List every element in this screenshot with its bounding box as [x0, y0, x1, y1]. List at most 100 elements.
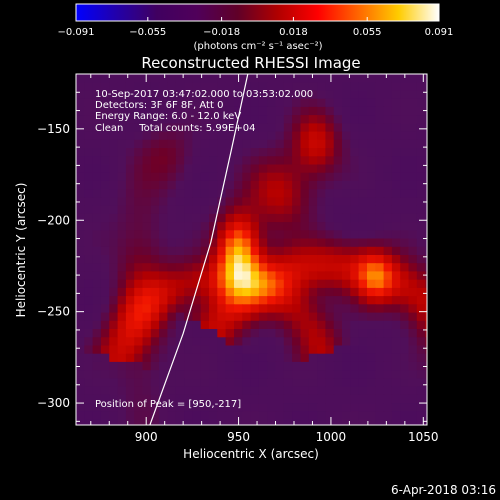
image-pixel — [209, 296, 218, 305]
image-pixel — [109, 370, 119, 380]
image-pixel — [142, 403, 152, 412]
image-pixel — [225, 238, 235, 248]
image-pixel — [217, 255, 227, 264]
image-pixel — [391, 403, 401, 412]
image-pixel — [150, 205, 160, 215]
image-pixel — [383, 419, 393, 425]
image-pixel — [416, 238, 426, 248]
image-pixel — [184, 131, 194, 141]
image-pixel — [342, 378, 351, 388]
image-pixel — [400, 271, 410, 281]
image-pixel — [391, 304, 401, 314]
image-pixel — [358, 304, 368, 314]
image-pixel — [167, 139, 177, 149]
image-pixel — [391, 337, 401, 347]
image-pixel — [416, 312, 426, 322]
image-pixel — [100, 180, 110, 190]
image-pixel — [175, 263, 185, 273]
image-pixel — [325, 279, 335, 289]
image-pixel — [92, 304, 102, 314]
image-pixel — [350, 205, 360, 215]
image-pixel — [92, 411, 102, 421]
image-pixel — [134, 304, 144, 314]
image-pixel — [342, 123, 351, 133]
colorbar-tick-label: 0.091 — [425, 27, 454, 38]
image-pixel — [342, 411, 351, 421]
image-pixel — [375, 98, 385, 108]
chart-title: Reconstructed RHESSI Image — [141, 54, 360, 72]
image-pixel — [142, 255, 152, 264]
image-pixel — [76, 296, 85, 305]
image-pixel — [333, 394, 343, 404]
image-pixel — [225, 337, 235, 347]
image-pixel — [267, 271, 277, 281]
image-pixel — [375, 123, 385, 133]
image-pixel — [350, 320, 360, 330]
image-pixel — [200, 271, 210, 281]
image-pixel — [175, 353, 185, 363]
image-pixel — [350, 131, 360, 141]
image-pixel — [416, 304, 426, 314]
image-pixel — [292, 164, 302, 174]
image-pixel — [292, 345, 302, 355]
annotation-time: 10-Sep-2017 03:47:02.000 to 03:53:02.000 — [95, 89, 313, 100]
image-pixel — [184, 271, 194, 281]
image-pixel — [125, 106, 135, 116]
image-pixel — [209, 139, 218, 149]
image-pixel — [150, 197, 160, 207]
image-pixel — [250, 271, 260, 281]
image-pixel — [142, 222, 152, 231]
image-pixel — [117, 82, 127, 92]
image-pixel — [250, 205, 260, 215]
image-pixel — [159, 263, 169, 273]
image-pixel — [350, 287, 360, 297]
image-pixel — [325, 419, 335, 425]
image-pixel — [333, 213, 343, 223]
image-pixel — [150, 411, 160, 421]
image-pixel — [416, 287, 426, 297]
image-pixel — [300, 304, 310, 314]
image-pixel — [209, 197, 218, 207]
image-pixel — [167, 98, 177, 108]
image-pixel — [192, 148, 202, 157]
image-pixel — [375, 378, 385, 388]
image-pixel — [258, 378, 268, 388]
image-pixel — [217, 394, 227, 404]
image-pixel — [267, 337, 277, 347]
image-pixel — [217, 403, 227, 412]
image-pixel — [308, 378, 318, 388]
solar-limb-line — [149, 74, 249, 425]
image-pixel — [317, 296, 327, 305]
image-pixel — [375, 296, 385, 305]
image-pixel — [84, 386, 94, 396]
image-pixel — [308, 312, 318, 322]
image-pixel — [367, 230, 376, 240]
image-pixel — [209, 180, 218, 190]
image-pixel — [425, 90, 427, 100]
image-pixel — [333, 312, 343, 322]
image-pixel — [134, 271, 144, 281]
image-pixel — [200, 279, 210, 289]
image-pixel — [308, 345, 318, 355]
image-pixel — [258, 205, 268, 215]
image-pixel — [76, 156, 85, 166]
x-axis: 900 950 1000 1050 — [90, 74, 439, 444]
image-pixel — [333, 378, 343, 388]
image-pixel — [142, 386, 152, 396]
image-pixel — [76, 82, 85, 92]
image-pixel — [250, 263, 260, 273]
image-pixel — [283, 197, 293, 207]
image-pixel — [225, 403, 235, 412]
image-pixel — [109, 115, 119, 124]
image-pixel — [425, 246, 427, 256]
image-pixel — [283, 419, 293, 425]
image-pixel — [225, 205, 235, 215]
image-pixel — [76, 98, 85, 108]
image-pixel — [292, 386, 302, 396]
image-pixel — [125, 403, 135, 412]
image-pixel — [375, 156, 385, 166]
image-pixel — [150, 419, 160, 425]
image-pixel — [283, 74, 293, 83]
image-pixel — [92, 148, 102, 157]
image-pixel — [125, 180, 135, 190]
